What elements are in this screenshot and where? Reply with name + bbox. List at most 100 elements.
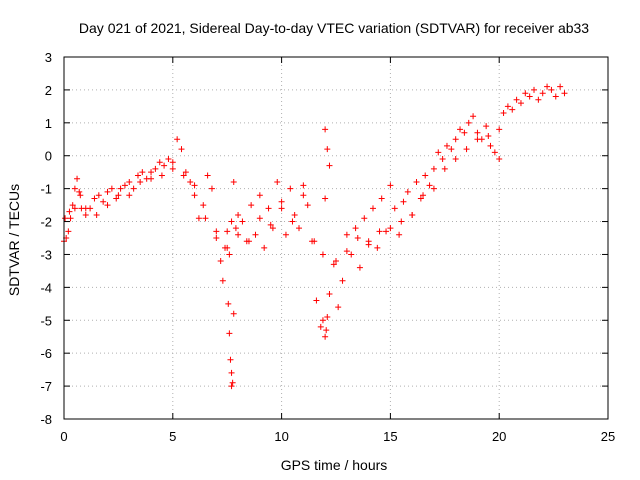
data-point <box>452 136 459 143</box>
data-point <box>66 208 73 215</box>
chart-title: Day 021 of 2021, Sidereal Day-to-day VTE… <box>79 20 589 36</box>
data-point <box>463 146 470 153</box>
data-point <box>232 225 239 232</box>
x-tick-label: 15 <box>383 429 397 444</box>
data-point <box>289 218 296 225</box>
data-point <box>117 185 124 192</box>
data-point <box>513 96 520 103</box>
data-point <box>161 162 168 169</box>
y-tick-label: 1 <box>45 116 52 131</box>
data-point <box>313 297 320 304</box>
data-point <box>398 218 405 225</box>
data-point <box>165 156 172 163</box>
x-tick-label: 25 <box>601 429 615 444</box>
data-point <box>324 313 331 320</box>
data-point <box>400 198 407 205</box>
y-tick-label: -8 <box>40 412 52 427</box>
data-point <box>291 211 298 218</box>
data-point <box>361 215 368 222</box>
data-point <box>256 215 263 222</box>
data-point <box>496 126 503 133</box>
data-point <box>139 169 146 176</box>
data-point <box>104 188 111 195</box>
y-tick-label: -7 <box>40 379 52 394</box>
data-point <box>187 179 194 186</box>
data-point <box>248 202 255 209</box>
data-point <box>217 258 224 265</box>
data-point <box>148 169 155 176</box>
data-point <box>304 202 311 209</box>
data-point <box>531 86 538 93</box>
data-point <box>387 182 394 189</box>
data-point <box>219 277 226 284</box>
data-point <box>226 330 233 337</box>
data-point <box>413 179 420 186</box>
data-point <box>256 192 263 199</box>
data-point <box>311 238 318 245</box>
data-point <box>100 198 107 205</box>
data-point <box>126 192 133 199</box>
data-point <box>319 251 326 258</box>
data-point <box>557 83 564 90</box>
data-point <box>224 244 231 251</box>
y-tick-label: 3 <box>45 50 52 65</box>
data-point <box>461 129 468 136</box>
data-point <box>526 93 533 100</box>
data-point <box>235 211 242 218</box>
data-point <box>326 290 333 297</box>
data-point <box>265 205 272 212</box>
plot-frame <box>63 56 609 420</box>
data-point <box>426 182 433 189</box>
data-point <box>420 192 427 199</box>
data-point <box>226 251 233 258</box>
data-point <box>457 126 464 133</box>
data-point <box>448 146 455 153</box>
data-point <box>137 179 144 186</box>
data-point <box>174 136 181 143</box>
data-point <box>387 225 394 232</box>
data-point <box>548 86 555 93</box>
data-point <box>356 264 363 271</box>
data-point <box>409 211 416 218</box>
data-point <box>224 228 231 235</box>
data-point <box>130 185 137 192</box>
data-point <box>108 185 115 192</box>
data-point <box>352 225 359 232</box>
data-point <box>202 215 209 222</box>
data-point <box>191 192 198 199</box>
data-point <box>296 225 303 232</box>
data-point <box>339 277 346 284</box>
data-point <box>483 123 490 130</box>
data-point <box>71 205 78 212</box>
data-point <box>76 188 83 195</box>
data-point <box>404 188 411 195</box>
data-point <box>504 103 511 110</box>
data-point <box>180 172 187 179</box>
data-point <box>158 172 165 179</box>
data-point <box>517 100 524 107</box>
data-point <box>324 146 331 153</box>
data-point <box>67 215 74 222</box>
data-point <box>354 235 361 241</box>
data-point <box>156 159 163 166</box>
data-point <box>317 323 324 330</box>
data-point <box>282 231 289 238</box>
data-point <box>252 231 259 238</box>
data-point <box>487 142 494 149</box>
data-point <box>396 231 403 238</box>
data-point <box>229 379 236 386</box>
data-point <box>374 244 381 251</box>
data-point <box>126 179 133 186</box>
y-tick-label: -6 <box>40 346 52 361</box>
data-point <box>474 136 481 143</box>
data-point <box>93 211 100 218</box>
data-point <box>235 231 242 238</box>
data-point <box>62 215 69 222</box>
data-point <box>213 228 220 235</box>
data-point <box>169 159 176 166</box>
data-point <box>178 146 185 153</box>
data-point <box>267 221 274 228</box>
data-point <box>91 195 98 202</box>
data-point <box>335 304 342 311</box>
